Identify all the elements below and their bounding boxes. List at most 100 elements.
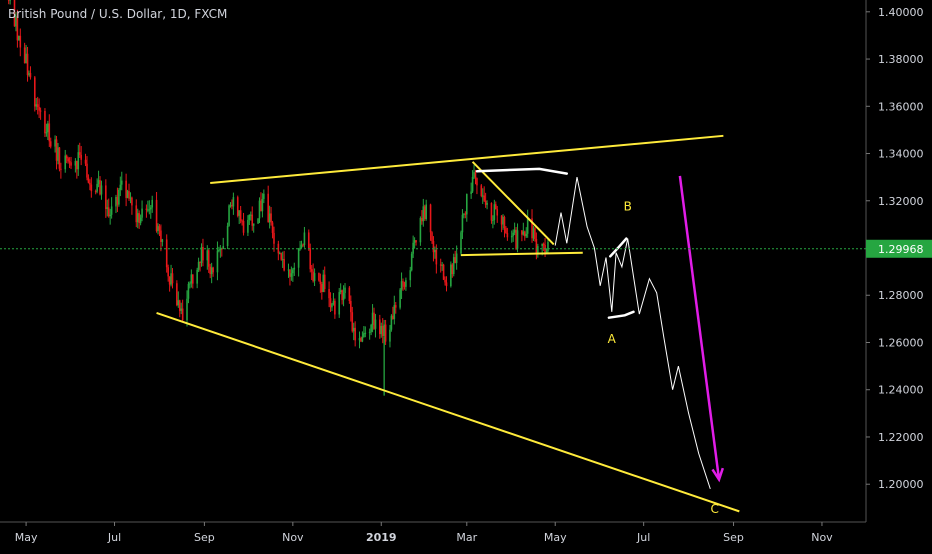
- candle: [74, 158, 77, 173]
- price-axis[interactable]: 1.400001.380001.360001.340001.320001.300…: [865, 0, 924, 522]
- candle: [328, 281, 330, 308]
- candle: [9, 0, 11, 5]
- candle: [168, 276, 171, 292]
- y-tick-label: 1.32000: [878, 195, 924, 208]
- candle: [460, 230, 462, 256]
- candle: [439, 258, 442, 273]
- candle: [89, 179, 91, 191]
- y-tick-label: 1.34000: [878, 148, 924, 161]
- candle: [119, 176, 122, 197]
- candle: [394, 302, 397, 314]
- y-tick-label: 1.26000: [878, 336, 924, 349]
- candle: [503, 215, 506, 238]
- candle: [423, 204, 426, 221]
- candle: [293, 262, 296, 276]
- y-tick-label: 1.22000: [878, 431, 924, 444]
- candle: [492, 215, 494, 229]
- candle: [522, 222, 525, 236]
- candle: [176, 280, 178, 307]
- candle: [281, 251, 284, 268]
- candle: [392, 306, 394, 320]
- candle: [494, 201, 497, 210]
- candle: [105, 179, 107, 218]
- candle: [319, 273, 322, 293]
- candle: [360, 336, 362, 343]
- candle: [190, 269, 193, 288]
- candle: [384, 319, 387, 345]
- wave-label-b: B: [624, 200, 632, 214]
- candle: [464, 211, 467, 219]
- candle: [451, 263, 454, 278]
- candle: [35, 97, 38, 110]
- candle: [155, 191, 158, 233]
- upper-channel-line[interactable]: [210, 134, 724, 185]
- candle: [94, 189, 97, 195]
- candle: [60, 162, 62, 179]
- candle: [351, 306, 354, 333]
- candle: [238, 210, 240, 225]
- candle: [177, 291, 180, 308]
- x-tick-label: May: [544, 531, 567, 544]
- candle: [373, 307, 375, 330]
- candle: [400, 272, 403, 300]
- candle: [521, 230, 523, 242]
- x-tick-label: Sep: [194, 531, 215, 544]
- candle: [344, 283, 346, 299]
- candle: [412, 235, 414, 258]
- projection-path[interactable]: [554, 177, 711, 490]
- candle: [197, 257, 200, 273]
- candle: [361, 331, 364, 343]
- projection-highlight[interactable]: [607, 310, 635, 319]
- wedge-lower-line[interactable]: [460, 251, 583, 257]
- candle: [7, 0, 10, 5]
- candle: [270, 206, 272, 226]
- candle: [110, 197, 113, 219]
- candle: [126, 189, 129, 199]
- projection-highlight[interactable]: [475, 167, 569, 175]
- y-tick-label: 1.38000: [878, 53, 924, 66]
- projection-highlight[interactable]: [609, 237, 628, 258]
- candle: [329, 292, 332, 312]
- candle: [381, 318, 384, 344]
- candle: [202, 238, 204, 267]
- candle: [109, 208, 111, 225]
- annotations: A B C: [156, 134, 740, 516]
- candle: [271, 220, 274, 239]
- candle: [139, 214, 142, 226]
- candle: [502, 214, 504, 230]
- candle: [97, 170, 100, 188]
- candle: [64, 149, 67, 173]
- candle: [158, 224, 161, 237]
- candle: [186, 290, 188, 327]
- candle: [236, 195, 239, 218]
- candle: [455, 245, 458, 270]
- candle: [106, 199, 109, 217]
- down-arrow[interactable]: [678, 175, 725, 483]
- candle: [267, 185, 269, 223]
- candle: [187, 281, 190, 304]
- lower-channel-line[interactable]: [156, 312, 740, 513]
- candle: [218, 246, 220, 253]
- candle: [65, 154, 68, 164]
- candle: [403, 281, 406, 290]
- candle: [28, 70, 30, 77]
- candle: [323, 266, 326, 293]
- candle: [297, 247, 300, 277]
- candle: [523, 230, 526, 241]
- candle: [78, 142, 81, 158]
- candle: [490, 202, 493, 224]
- candle: [157, 223, 159, 235]
- candle: [160, 224, 162, 252]
- candle: [178, 299, 181, 318]
- time-axis[interactable]: May Jul Sep Nov 2019 Mar May Jul Sep Nov: [0, 521, 866, 544]
- candle: [54, 135, 56, 153]
- y-tick-label: 1.24000: [878, 384, 924, 397]
- candle: [148, 200, 151, 215]
- x-tick-label: 2019: [366, 531, 397, 544]
- candle: [350, 295, 352, 322]
- wedge-upper-line[interactable]: [471, 161, 555, 246]
- candle: [352, 322, 355, 341]
- candle: [115, 194, 117, 214]
